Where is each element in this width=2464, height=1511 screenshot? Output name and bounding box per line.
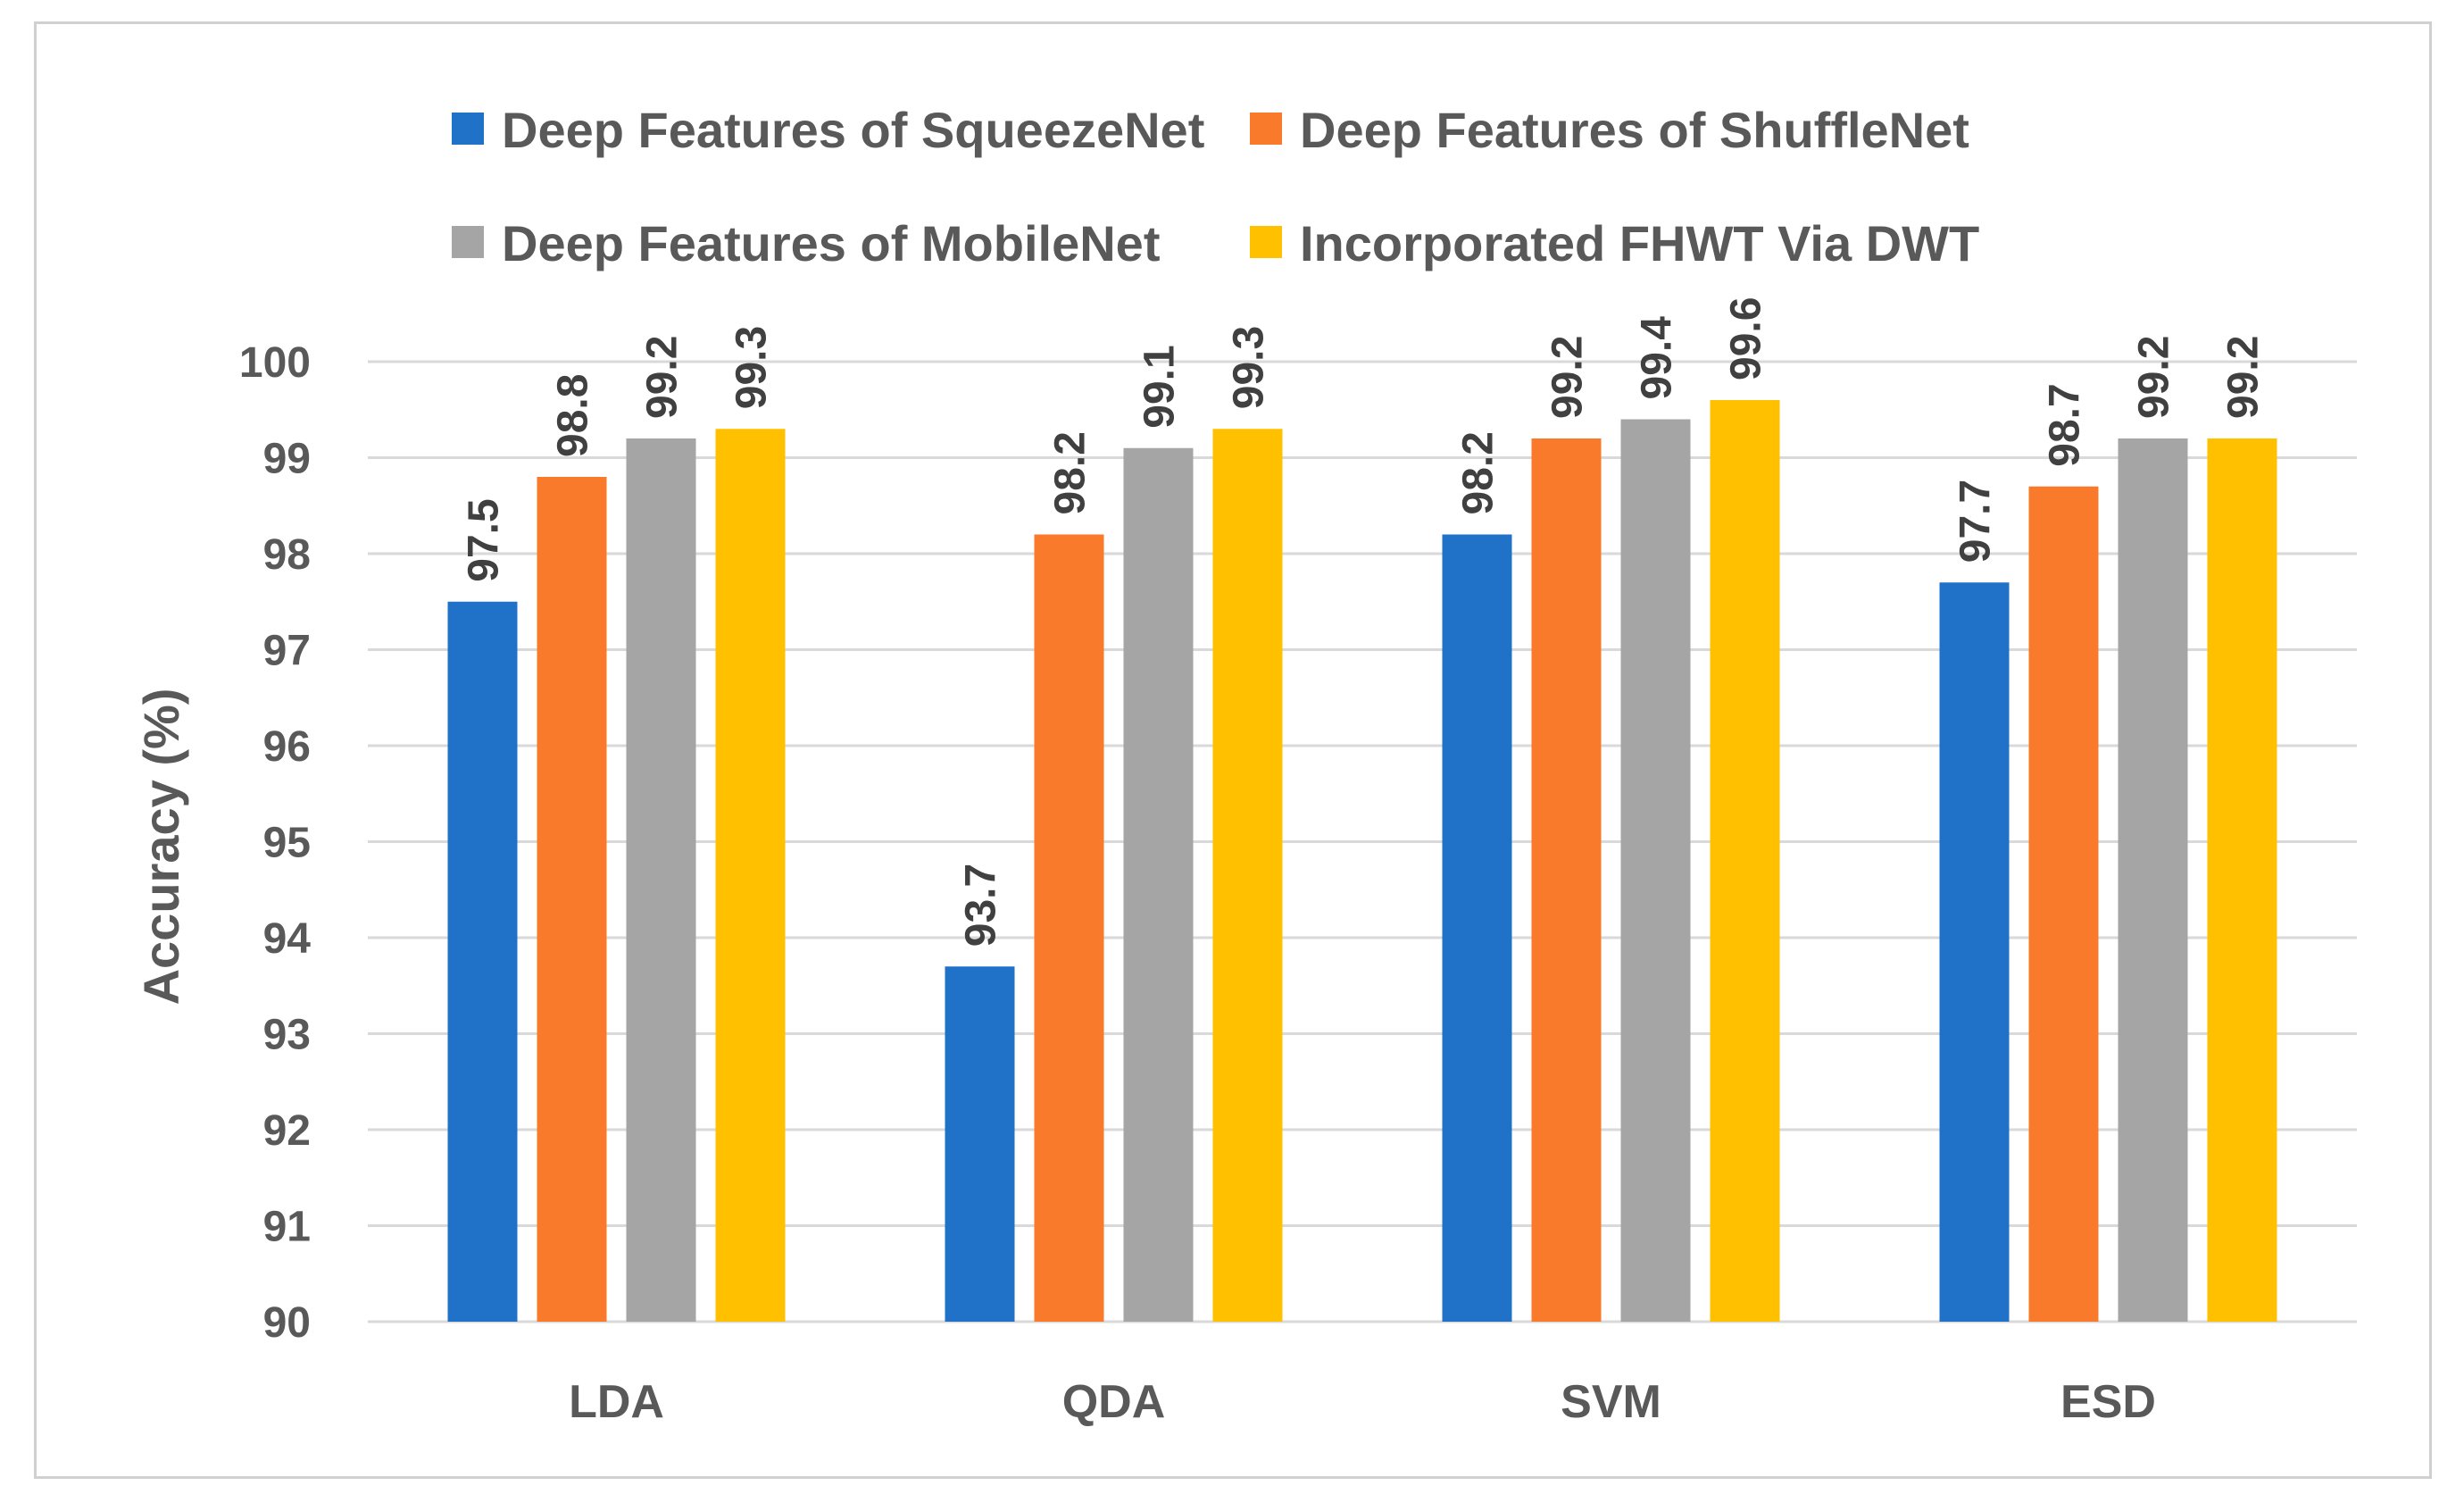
data-label: 98.2 (1455, 431, 1503, 514)
bars (447, 400, 2277, 1322)
bar (1939, 582, 2010, 1322)
bar (2207, 438, 2277, 1322)
bar (2118, 438, 2188, 1322)
data-label: 99.2 (2131, 336, 2178, 419)
bar (1620, 419, 1691, 1322)
data-label: 97.7 (1952, 480, 2000, 563)
legend-item: Deep Features of MobileNet (452, 215, 1160, 271)
bar (447, 601, 518, 1322)
data-label: 99.3 (1226, 326, 1273, 409)
bar (1212, 429, 1283, 1322)
data-label: 99.4 (1634, 316, 1681, 400)
data-label: 98.8 (550, 374, 597, 457)
data-label: 99.1 (1136, 345, 1184, 428)
y-tick-label: 98 (263, 531, 311, 579)
data-label: 99.6 (1723, 297, 1770, 380)
y-tick-label: 97 (263, 628, 311, 675)
y-tick-label: 90 (263, 1299, 311, 1347)
bar (945, 966, 1015, 1322)
bar (2028, 486, 2099, 1322)
gridlines (368, 360, 2357, 1323)
legend-label: Deep Features of MobileNet (502, 215, 1160, 271)
legend-item: Incorporated FHWT Via DWT (1250, 215, 1979, 271)
data-label: 99.2 (1544, 336, 1592, 419)
legend-item: Deep Features of SqueezeNet (452, 102, 1204, 158)
y-axis: 90 91 92 93 94 95 96 97 98 99 100 (239, 339, 311, 1347)
bar (715, 429, 786, 1322)
legend-swatch (452, 113, 484, 145)
legend-swatch (1250, 226, 1282, 258)
bar (1123, 447, 1194, 1322)
legend-swatch (1250, 113, 1282, 145)
x-tick-label: ESD (2060, 1376, 2156, 1428)
y-tick-label: 96 (263, 723, 311, 771)
data-label: 99.2 (639, 336, 687, 419)
y-tick-label: 91 (263, 1204, 311, 1251)
data-label: 99.3 (728, 326, 776, 409)
bar (626, 438, 696, 1322)
y-tick-label: 99 (263, 436, 311, 483)
y-tick-label: 92 (263, 1107, 311, 1155)
y-tick-label: 95 (263, 820, 311, 867)
y-tick-label: 100 (239, 339, 311, 387)
data-label: 98.2 (1047, 431, 1095, 514)
bar (1531, 438, 1602, 1322)
y-tick-label: 94 (263, 915, 312, 963)
bar (1442, 534, 1512, 1322)
y-tick-label: 93 (263, 1012, 311, 1059)
bar (537, 477, 607, 1322)
x-tick-label: SVM (1561, 1376, 1661, 1428)
legend: Deep Features of SqueezeNet Deep Features… (452, 102, 1979, 271)
data-label: 99.2 (2220, 336, 2268, 419)
x-axis: LDA QDA SVM ESD (569, 1376, 2156, 1428)
legend-item: Deep Features of ShuffleNet (1250, 102, 1969, 158)
data-label: 98.7 (2042, 383, 2089, 466)
bar (1710, 400, 1780, 1322)
data-label: 97.5 (461, 498, 508, 581)
legend-label: Deep Features of ShuffleNet (1300, 102, 1969, 158)
x-tick-label: LDA (569, 1376, 664, 1428)
data-labels: 97.5 98.8 99.2 99.3 93.7 98.2 99.1 99.3 98.2 99.2… (461, 297, 2268, 948)
legend-swatch (452, 226, 484, 258)
legend-label: Incorporated FHWT Via DWT (1300, 215, 1979, 271)
y-axis-title: Accuracy (%) (133, 689, 189, 1006)
bar (1034, 534, 1104, 1322)
x-tick-label: QDA (1062, 1376, 1166, 1428)
data-label: 93.7 (958, 864, 1005, 947)
legend-label: Deep Features of SqueezeNet (502, 102, 1204, 158)
